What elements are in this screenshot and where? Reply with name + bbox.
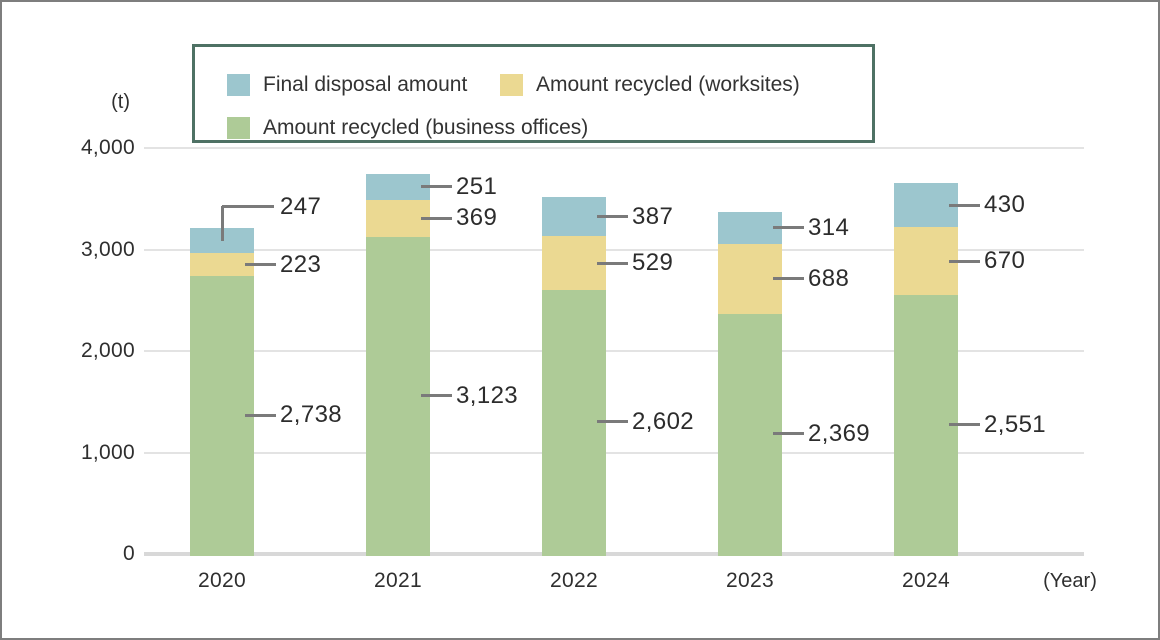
value-label: 688: [808, 264, 850, 292]
x-tick-label: 2021: [374, 569, 422, 592]
leader-line: [597, 215, 628, 219]
leader-line-vertical: [220, 206, 224, 241]
legend-swatch-icon: [227, 73, 250, 96]
bar-segment: [894, 227, 958, 296]
legend-item: Final disposal amount: [227, 73, 467, 96]
legend-label: Final disposal amount: [263, 72, 468, 96]
legend-swatch-icon: [227, 116, 250, 139]
leader-line: [222, 204, 274, 208]
value-label: 251: [456, 172, 498, 200]
bar-segment: [894, 183, 958, 228]
value-label: 314: [808, 213, 850, 241]
legend-item: Amount recycled (business offices): [227, 116, 588, 139]
value-label: 2,602: [632, 407, 695, 435]
x-axis-unit-label: (Year): [1043, 570, 1097, 592]
bar-segment: [542, 289, 606, 556]
value-label: 369: [456, 204, 498, 232]
leader-line: [597, 420, 628, 424]
legend-label: Amount recycled (worksites): [536, 72, 800, 96]
gridline: [144, 350, 1084, 352]
y-tick-label: 4,000: [80, 136, 135, 159]
x-tick-label: 2022: [550, 569, 598, 592]
x-tick-label: 2023: [726, 569, 774, 592]
leader-line: [421, 216, 452, 220]
x-tick-label: 2024: [902, 569, 950, 592]
value-label: 2,551: [984, 410, 1047, 438]
y-tick-label: 1,000: [80, 440, 135, 464]
y-tick-label: 3,000: [80, 237, 135, 261]
value-label: 430: [984, 191, 1026, 219]
bar-segment: [718, 313, 782, 556]
gridline: [144, 248, 1084, 251]
y-tick-label: 2,000: [80, 339, 135, 362]
gridline: [144, 147, 1084, 149]
bar-segment: [366, 174, 430, 200]
bar-segment: [190, 276, 254, 556]
legend-item: Amount recycled (worksites): [500, 73, 800, 96]
leader-line: [949, 203, 980, 207]
value-label: 2,738: [280, 401, 343, 429]
chart-legend: Final disposal amount Amount recycled (wo…: [192, 44, 875, 143]
y-tick-label: 0: [123, 542, 135, 565]
leader-line: [773, 226, 804, 230]
bar-segment: [894, 295, 958, 556]
legend-label: Amount recycled (business offices): [263, 115, 589, 139]
leader-line: [949, 423, 980, 427]
value-label: 2,369: [808, 419, 871, 447]
leader-line: [421, 394, 452, 397]
x-axis-baseline: [144, 552, 1084, 556]
bar-segment: [718, 243, 782, 314]
x-tick-label: 2020: [198, 569, 246, 592]
bar-segment: [542, 236, 606, 290]
leader-line: [421, 185, 452, 189]
value-label: 247: [280, 192, 322, 220]
value-label: 670: [984, 247, 1026, 275]
bar-segment: [542, 196, 606, 237]
value-label: 387: [632, 202, 674, 230]
leader-line: [773, 432, 804, 436]
leader-line: [597, 261, 628, 265]
leader-line: [773, 277, 804, 281]
bar-segment: [718, 211, 782, 244]
value-label: 3,123: [456, 381, 519, 409]
bar-segment: [366, 237, 430, 556]
bar-segment: [190, 253, 254, 277]
value-label: 529: [632, 249, 674, 277]
gridline: [144, 451, 1084, 454]
leader-line: [245, 263, 276, 267]
leader-line: [245, 413, 276, 417]
leader-line: [949, 259, 980, 263]
y-axis-unit-label: (t): [111, 91, 130, 113]
legend-swatch-icon: [500, 73, 523, 96]
value-label: 223: [280, 250, 322, 278]
bar-segment: [366, 199, 430, 237]
